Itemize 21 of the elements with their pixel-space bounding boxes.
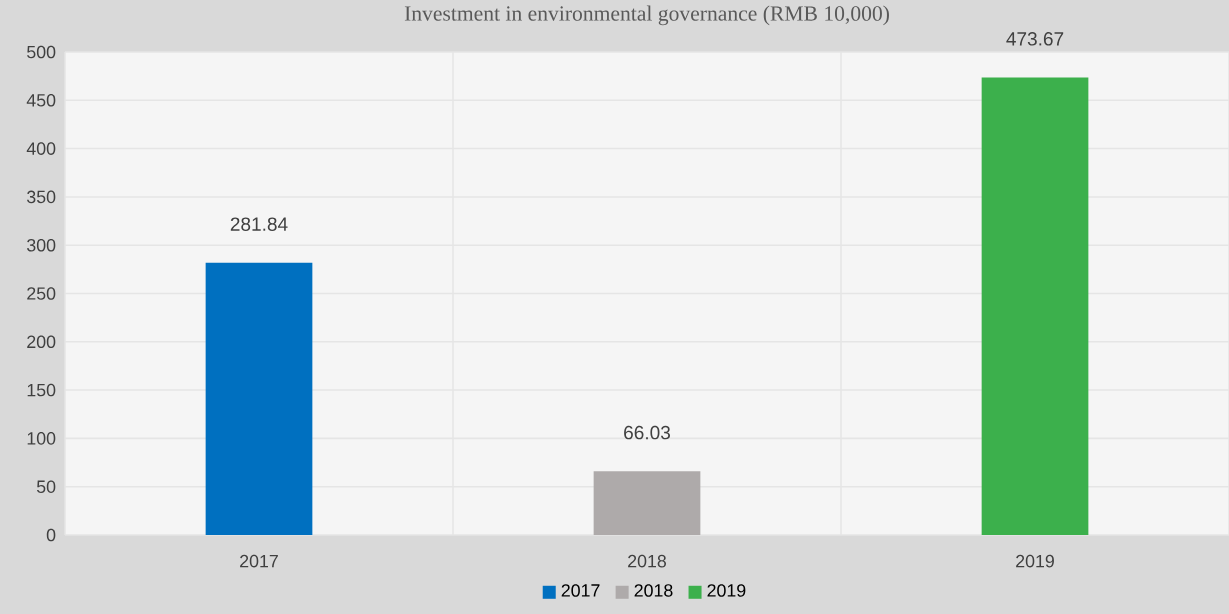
y-tick-label: 150 — [27, 383, 56, 397]
y-tick-label: 450 — [26, 94, 56, 107]
y-tick-label: 500 — [27, 45, 56, 59]
x-tick-label: 2018 — [628, 554, 667, 568]
x-tick-label: 2019 — [1016, 554, 1054, 568]
x-tick-label: 2017 — [240, 554, 278, 568]
y-tick-label: 400 — [26, 142, 56, 155]
data-label: 281.84 — [230, 217, 288, 231]
y-tick-label: 0 — [46, 528, 56, 542]
legend-label: 2019 — [707, 584, 746, 597]
y-tick-label: 100 — [27, 432, 56, 445]
legend-label: 2017 — [561, 584, 600, 597]
y-tick-label: 50 — [36, 480, 56, 493]
y-tick-label: 350 — [27, 190, 56, 204]
chart-title: Investment in environmental governance (RMB 10,000) — [404, 5, 889, 26]
data-label: 473.67 — [1006, 32, 1064, 46]
y-tick-label: 250 — [27, 287, 56, 300]
data-label: 66.03 — [624, 425, 671, 440]
y-tick-label: 200 — [27, 335, 56, 349]
y-tick-label: 300 — [27, 238, 56, 252]
legend-label: 2018 — [634, 584, 673, 597]
